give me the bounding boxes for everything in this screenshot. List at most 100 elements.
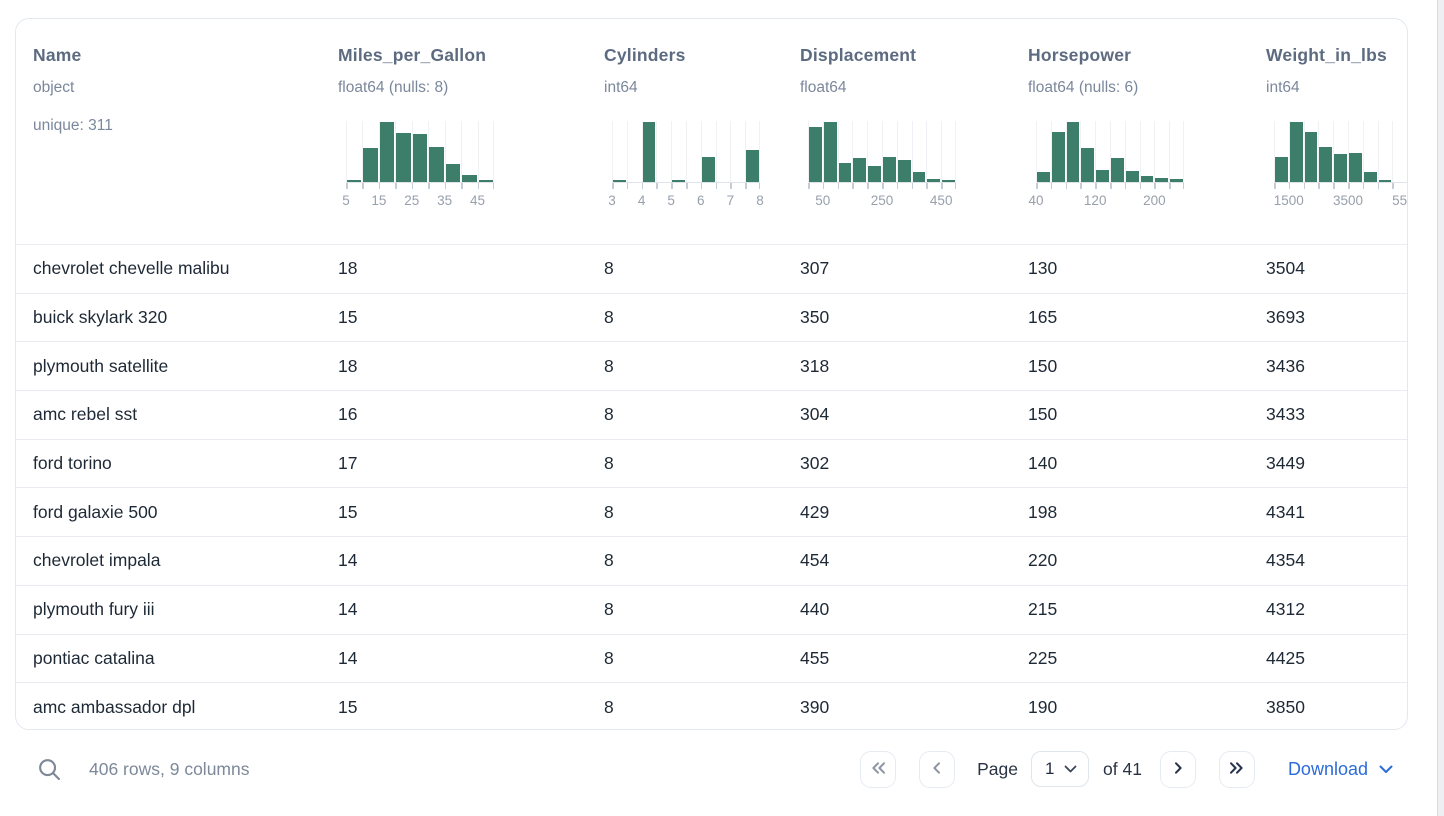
histogram-gridline [1318, 121, 1320, 182]
table-cell: 307 [800, 258, 830, 279]
axis-tick [896, 183, 899, 189]
histogram-bar [1066, 122, 1080, 182]
table-cell: 4425 [1266, 647, 1305, 668]
table-cell: 3504 [1266, 258, 1305, 279]
table-cell: 15 [338, 501, 358, 522]
histogram-gridline [715, 121, 717, 182]
histogram-axis-ticks [1036, 183, 1184, 190]
axis-tick-label: 250 [870, 193, 894, 208]
table-row: pontiac catalina 14 8 455 225 4425 [16, 633, 1407, 683]
axis-tick [745, 183, 747, 189]
column-name-label[interactable]: Displacement [800, 45, 917, 65]
column-histogram[interactable]: 5 15 25 35 45 [342, 121, 494, 210]
page-select[interactable]: 1 [1031, 751, 1089, 787]
next-page-button[interactable] [1159, 750, 1196, 788]
search-icon[interactable] [36, 756, 63, 783]
table-row: ford galaxie 500 15 8 429 198 4341 [16, 487, 1407, 536]
histogram-bar [445, 164, 461, 182]
histogram-bar [853, 158, 867, 182]
histogram-gridline [362, 121, 364, 182]
axis-tick-label: 5500 [1392, 193, 1408, 208]
axis-tick [444, 183, 447, 189]
axis-tick [362, 183, 364, 189]
histogram-gridline [852, 121, 854, 182]
column-name-label[interactable]: Weight_in_lbs [1266, 45, 1387, 65]
column-histogram[interactable]: 3 4 5 6 7 8 [608, 121, 764, 210]
histogram-gridline [411, 121, 413, 182]
table-cell: 304 [800, 404, 830, 425]
column-histogram[interactable]: 40 120 200 [1028, 121, 1184, 210]
axis-tick [492, 183, 494, 189]
column-unique-count: unique: 311 [33, 117, 113, 134]
histogram-bar [942, 180, 955, 182]
axis-tick-label: 1500 [1273, 193, 1304, 208]
table-cell: 350 [800, 307, 830, 328]
download-button[interactable]: Download [1288, 759, 1394, 780]
axis-tick-label: 5 [342, 193, 350, 208]
histogram-gridline [461, 121, 463, 182]
histogram-axis-ticks [1274, 183, 1408, 190]
axis-tick [882, 183, 884, 189]
histogram-bar [347, 180, 362, 182]
last-page-button[interactable] [1218, 750, 1255, 788]
table-cell: 190 [1028, 696, 1058, 717]
histogram-bar [1155, 178, 1169, 182]
histogram-gridline [1154, 121, 1156, 182]
table-cell: ford torino [33, 453, 112, 474]
table-row: amc rebel sst 16 8 304 150 3433 [16, 390, 1407, 439]
axis-tick-label: 4 [637, 193, 646, 208]
table-cell: ford galaxie 500 [33, 501, 158, 522]
histogram-gridline [493, 121, 494, 182]
histogram-bar [1319, 147, 1333, 182]
histogram-gridline [911, 121, 913, 182]
histogram-bar [1081, 148, 1095, 182]
column-name-label[interactable]: Name [33, 45, 82, 65]
axis-tick [612, 183, 614, 189]
table-cell: plymouth satellite [33, 355, 169, 376]
table-cell: buick skylark 320 [33, 307, 168, 328]
histogram-gridline [941, 121, 943, 182]
table-cell: chevrolet impala [33, 550, 161, 571]
column-histogram[interactable]: 1500 3500 5500 [1273, 121, 1408, 210]
table-cell: 3433 [1266, 404, 1305, 425]
axis-tick [1169, 183, 1171, 189]
column-header-displacement: Displacement float64 50 250 450 [800, 45, 1028, 244]
column-header-cylinders: Cylinders int64 3 4 5 6 7 8 [604, 45, 800, 244]
histogram-bar [838, 163, 852, 182]
column-type-label: int64 [1266, 79, 1300, 96]
column-type-label: float64 (nulls: 6) [1028, 79, 1139, 96]
table-row: ford torino 17 8 302 140 3449 [16, 438, 1407, 488]
histogram-plot[interactable] [346, 121, 494, 183]
histogram-plot[interactable] [1036, 121, 1184, 183]
column-name-label[interactable]: Horsepower [1028, 45, 1132, 65]
column-name-label[interactable]: Miles_per_Gallon [338, 45, 487, 65]
axis-tick [411, 183, 414, 189]
histogram-plot[interactable] [612, 121, 760, 183]
histogram-gridline [955, 121, 956, 182]
table-row: chevrolet impala 14 8 454 220 4354 [16, 536, 1407, 585]
page-scrollbar[interactable] [1437, 0, 1444, 816]
histogram-gridline [1362, 121, 1364, 182]
axis-tick [1407, 183, 1408, 189]
histogram-plot[interactable] [808, 121, 956, 183]
histogram-axis-ticks [808, 183, 956, 190]
axis-tick [926, 183, 928, 189]
histogram-bar [1378, 180, 1392, 182]
column-name-label[interactable]: Cylinders [604, 45, 686, 65]
first-page-button[interactable] [860, 750, 897, 788]
histogram-axis-labels: 40 120 200 [1028, 193, 1184, 210]
axis-tick [395, 183, 397, 189]
histogram-gridline [730, 121, 732, 182]
column-header-weight_in_lbs: Weight_in_lbs int64 1500 3500 5500 [1266, 45, 1408, 244]
double-chevron-left-icon [870, 761, 887, 778]
axis-tick [941, 183, 943, 189]
histogram-plot[interactable] [1274, 121, 1407, 183]
column-histogram[interactable]: 50 250 450 [808, 121, 956, 210]
axis-tick [808, 183, 810, 189]
prev-page-button[interactable] [919, 750, 956, 788]
axis-tick [1110, 183, 1112, 189]
histogram-bar [809, 127, 822, 182]
table-cell: amc ambassador dpl [33, 696, 196, 717]
axis-tick [822, 183, 825, 189]
table-cell: 225 [1028, 647, 1058, 668]
